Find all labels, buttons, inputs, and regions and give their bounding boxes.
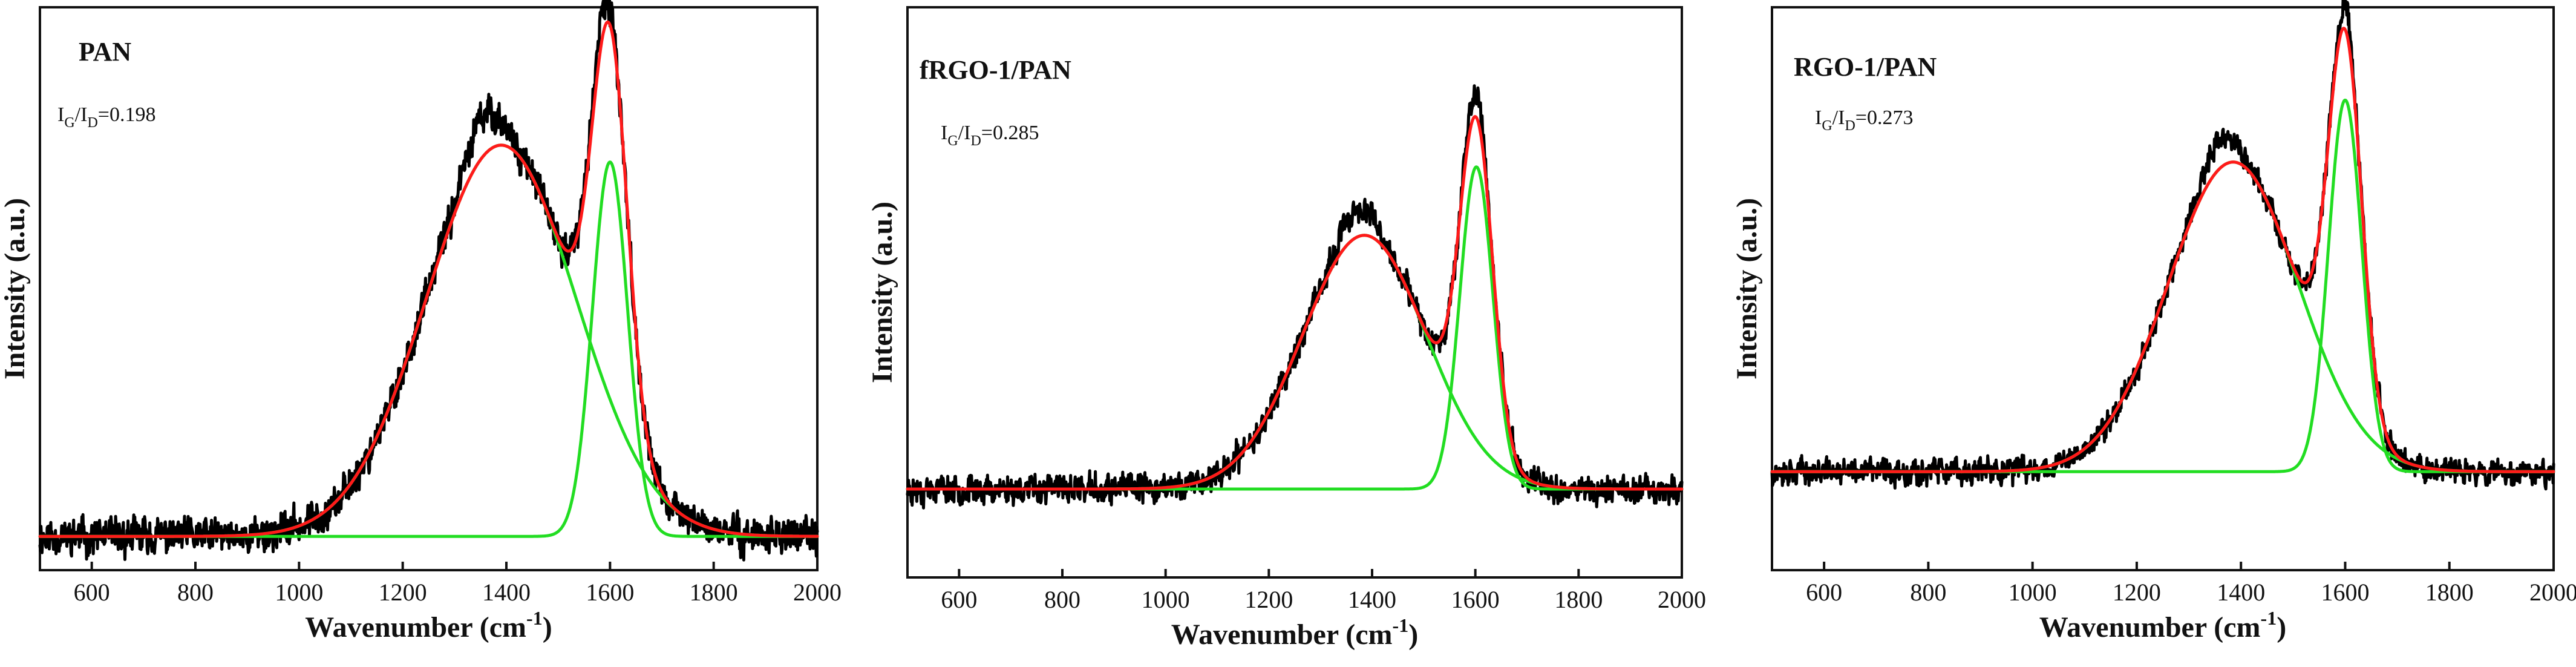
x-axis-title: Wavenumber (cm-1): [2039, 607, 2286, 643]
y-axis-title: Intensity (a.u.): [0, 198, 31, 380]
x-axis-title: Wavenumber (cm-1): [305, 607, 552, 643]
x-tick-label: 1000: [275, 579, 323, 606]
plot-frame: [39, 6, 819, 571]
plot-frame: [1771, 6, 2555, 571]
x-tick-label: 1400: [1348, 586, 1396, 613]
x-tick-label: 600: [941, 586, 977, 613]
experimental-spectrum-line: [906, 84, 1684, 510]
panel-title: PAN: [79, 37, 131, 67]
total-fit-line: [1770, 27, 2555, 473]
d-band-fit-line: [38, 143, 819, 538]
y-axis-title: Intensity (a.u.): [866, 202, 898, 383]
x-tick-label: 2000: [1658, 586, 1706, 613]
chart-panel-3: 600 800 1000 1200 1400 1600 1800 2000 Wavenumber…: [1731, 0, 2576, 643]
x-tick-label: 1600: [586, 579, 634, 606]
ig-id-ratio: IG/ID=0.273: [1815, 107, 1913, 134]
g-band-fit-line: [38, 160, 819, 538]
x-tick-label: 1200: [1244, 586, 1293, 613]
experimental-spectrum-line: [38, 0, 819, 562]
x-tick-label: 1000: [2009, 579, 2057, 606]
plot-frame: [906, 6, 1683, 579]
g-band-fit-line: [906, 165, 1684, 491]
x-tick-label: 800: [1910, 579, 1946, 606]
x-tick-label: 1000: [1142, 586, 1190, 613]
x-tick-label: 800: [1044, 586, 1080, 613]
x-tick-label: 1400: [482, 579, 531, 606]
g-band-fit-line: [1770, 99, 2555, 473]
x-tick-label: 1600: [1451, 586, 1500, 613]
chart-panel-1: 600 800 1000 1200 1400 1600 1800 2000 Wavenumber…: [0, 0, 842, 643]
chart-panel-2: 600 800 1000 1200 1400 1600 1800 2000 Wavenumber…: [866, 6, 1706, 651]
x-tick-label: 2000: [2529, 579, 2576, 606]
x-tick-label: 600: [1806, 579, 1842, 606]
x-tick-label: 1800: [690, 579, 738, 606]
panel-title: fRGO-1/PAN: [920, 55, 1071, 85]
x-tick-label: 600: [74, 579, 110, 606]
total-fit-line: [38, 20, 819, 538]
panel-title: RGO-1/PAN: [1794, 52, 1937, 82]
x-tick-label: 1200: [379, 579, 427, 606]
x-tick-label: 1800: [1554, 586, 1603, 613]
x-tick-label: 800: [177, 579, 214, 606]
ig-id-ratio: IG/ID=0.285: [941, 122, 1039, 149]
x-axis-title: Wavenumber (cm-1): [1171, 614, 1418, 651]
x-tick-label: 2000: [793, 579, 842, 606]
x-tick-label: 1200: [2113, 579, 2161, 606]
d-band-fit-line: [1770, 160, 2555, 473]
x-tick-label: 1400: [2217, 579, 2265, 606]
x-tick-label: 1800: [2425, 579, 2474, 606]
total-fit-line: [906, 115, 1684, 491]
y-axis-title: Intensity (a.u.): [1731, 198, 1763, 380]
ig-id-ratio: IG/ID=0.198: [57, 104, 155, 131]
x-tick-label: 1600: [2321, 579, 2369, 606]
